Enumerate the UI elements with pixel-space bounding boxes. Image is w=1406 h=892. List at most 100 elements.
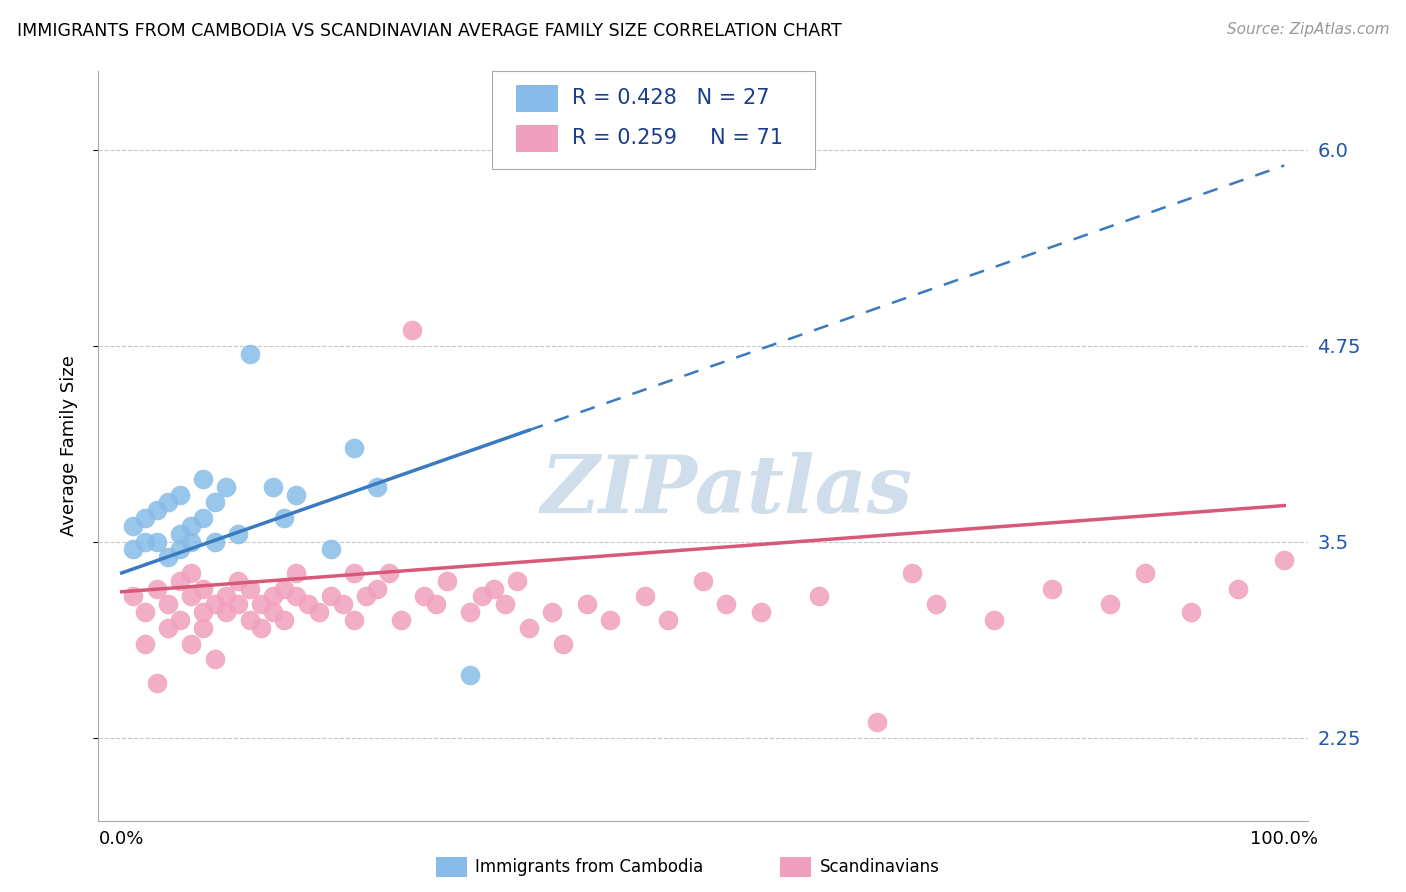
Point bbox=[716, 597, 738, 611]
Point bbox=[191, 605, 214, 619]
Point bbox=[157, 597, 180, 611]
Point bbox=[180, 534, 202, 549]
Point bbox=[634, 590, 657, 604]
Point bbox=[204, 534, 226, 549]
Point bbox=[180, 636, 202, 650]
Point bbox=[494, 597, 516, 611]
Point bbox=[343, 441, 366, 455]
Point bbox=[506, 574, 529, 588]
Point bbox=[250, 597, 273, 611]
Point bbox=[191, 511, 214, 525]
Point bbox=[239, 613, 262, 627]
Point bbox=[425, 597, 447, 611]
Point bbox=[319, 590, 342, 604]
Point bbox=[204, 495, 226, 509]
Point bbox=[215, 480, 238, 494]
Point bbox=[134, 636, 156, 650]
Point bbox=[983, 613, 1005, 627]
Point bbox=[319, 542, 342, 557]
Text: ZIPatlas: ZIPatlas bbox=[541, 452, 914, 530]
Point bbox=[226, 597, 249, 611]
Point bbox=[460, 668, 482, 682]
Point bbox=[145, 582, 167, 596]
Point bbox=[749, 605, 772, 619]
Point bbox=[122, 519, 145, 533]
Point bbox=[191, 582, 214, 596]
Point bbox=[378, 566, 401, 580]
Point bbox=[145, 675, 167, 690]
Point bbox=[239, 582, 262, 596]
Point bbox=[226, 526, 249, 541]
Point bbox=[553, 636, 575, 650]
Point bbox=[262, 590, 284, 604]
Point bbox=[239, 346, 262, 360]
Point bbox=[134, 534, 156, 549]
Point bbox=[471, 590, 494, 604]
Point bbox=[354, 590, 377, 604]
Point bbox=[180, 590, 202, 604]
Point bbox=[343, 613, 366, 627]
Point bbox=[540, 605, 562, 619]
Point bbox=[169, 542, 191, 557]
Point bbox=[191, 621, 214, 635]
Point bbox=[180, 566, 202, 580]
Point bbox=[1226, 582, 1249, 596]
Point bbox=[366, 480, 388, 494]
Point bbox=[134, 511, 156, 525]
Point bbox=[191, 472, 214, 486]
Point bbox=[808, 590, 831, 604]
Text: IMMIGRANTS FROM CAMBODIA VS SCANDINAVIAN AVERAGE FAMILY SIZE CORRELATION CHART: IMMIGRANTS FROM CAMBODIA VS SCANDINAVIAN… bbox=[17, 22, 842, 40]
Point bbox=[262, 605, 284, 619]
Point bbox=[901, 566, 924, 580]
Point bbox=[401, 323, 423, 337]
Point bbox=[575, 597, 598, 611]
Point bbox=[157, 550, 180, 565]
Point bbox=[134, 605, 156, 619]
Point bbox=[145, 503, 167, 517]
Point bbox=[169, 526, 191, 541]
Point bbox=[285, 566, 308, 580]
Point bbox=[1098, 597, 1121, 611]
Point bbox=[180, 519, 202, 533]
Text: R = 0.428   N = 27: R = 0.428 N = 27 bbox=[572, 88, 769, 108]
Point bbox=[169, 613, 191, 627]
Point bbox=[482, 582, 505, 596]
Point bbox=[169, 487, 191, 501]
Point bbox=[657, 613, 679, 627]
Point bbox=[122, 590, 145, 604]
Point bbox=[157, 621, 180, 635]
Point bbox=[215, 590, 238, 604]
Point bbox=[692, 574, 714, 588]
Text: R = 0.259     N = 71: R = 0.259 N = 71 bbox=[572, 128, 783, 148]
Point bbox=[157, 495, 180, 509]
Point bbox=[262, 480, 284, 494]
Point bbox=[169, 574, 191, 588]
Text: Scandinavians: Scandinavians bbox=[820, 858, 939, 876]
Point bbox=[204, 597, 226, 611]
Point bbox=[273, 613, 295, 627]
Point bbox=[215, 605, 238, 619]
Point bbox=[308, 605, 330, 619]
Point bbox=[1040, 582, 1063, 596]
Point bbox=[517, 621, 540, 635]
Text: Immigrants from Cambodia: Immigrants from Cambodia bbox=[475, 858, 703, 876]
Point bbox=[273, 582, 295, 596]
Point bbox=[332, 597, 354, 611]
Point bbox=[389, 613, 412, 627]
Point bbox=[1133, 566, 1156, 580]
Point bbox=[285, 487, 308, 501]
Point bbox=[436, 574, 458, 588]
Point bbox=[122, 542, 145, 557]
Point bbox=[226, 574, 249, 588]
Point bbox=[285, 590, 308, 604]
Point bbox=[924, 597, 946, 611]
Point bbox=[1272, 553, 1295, 567]
Point bbox=[250, 621, 273, 635]
Point bbox=[273, 511, 295, 525]
Text: Source: ZipAtlas.com: Source: ZipAtlas.com bbox=[1226, 22, 1389, 37]
Point bbox=[413, 590, 436, 604]
Point bbox=[343, 566, 366, 580]
Point bbox=[1180, 605, 1202, 619]
Point bbox=[599, 613, 621, 627]
Point bbox=[366, 582, 388, 596]
